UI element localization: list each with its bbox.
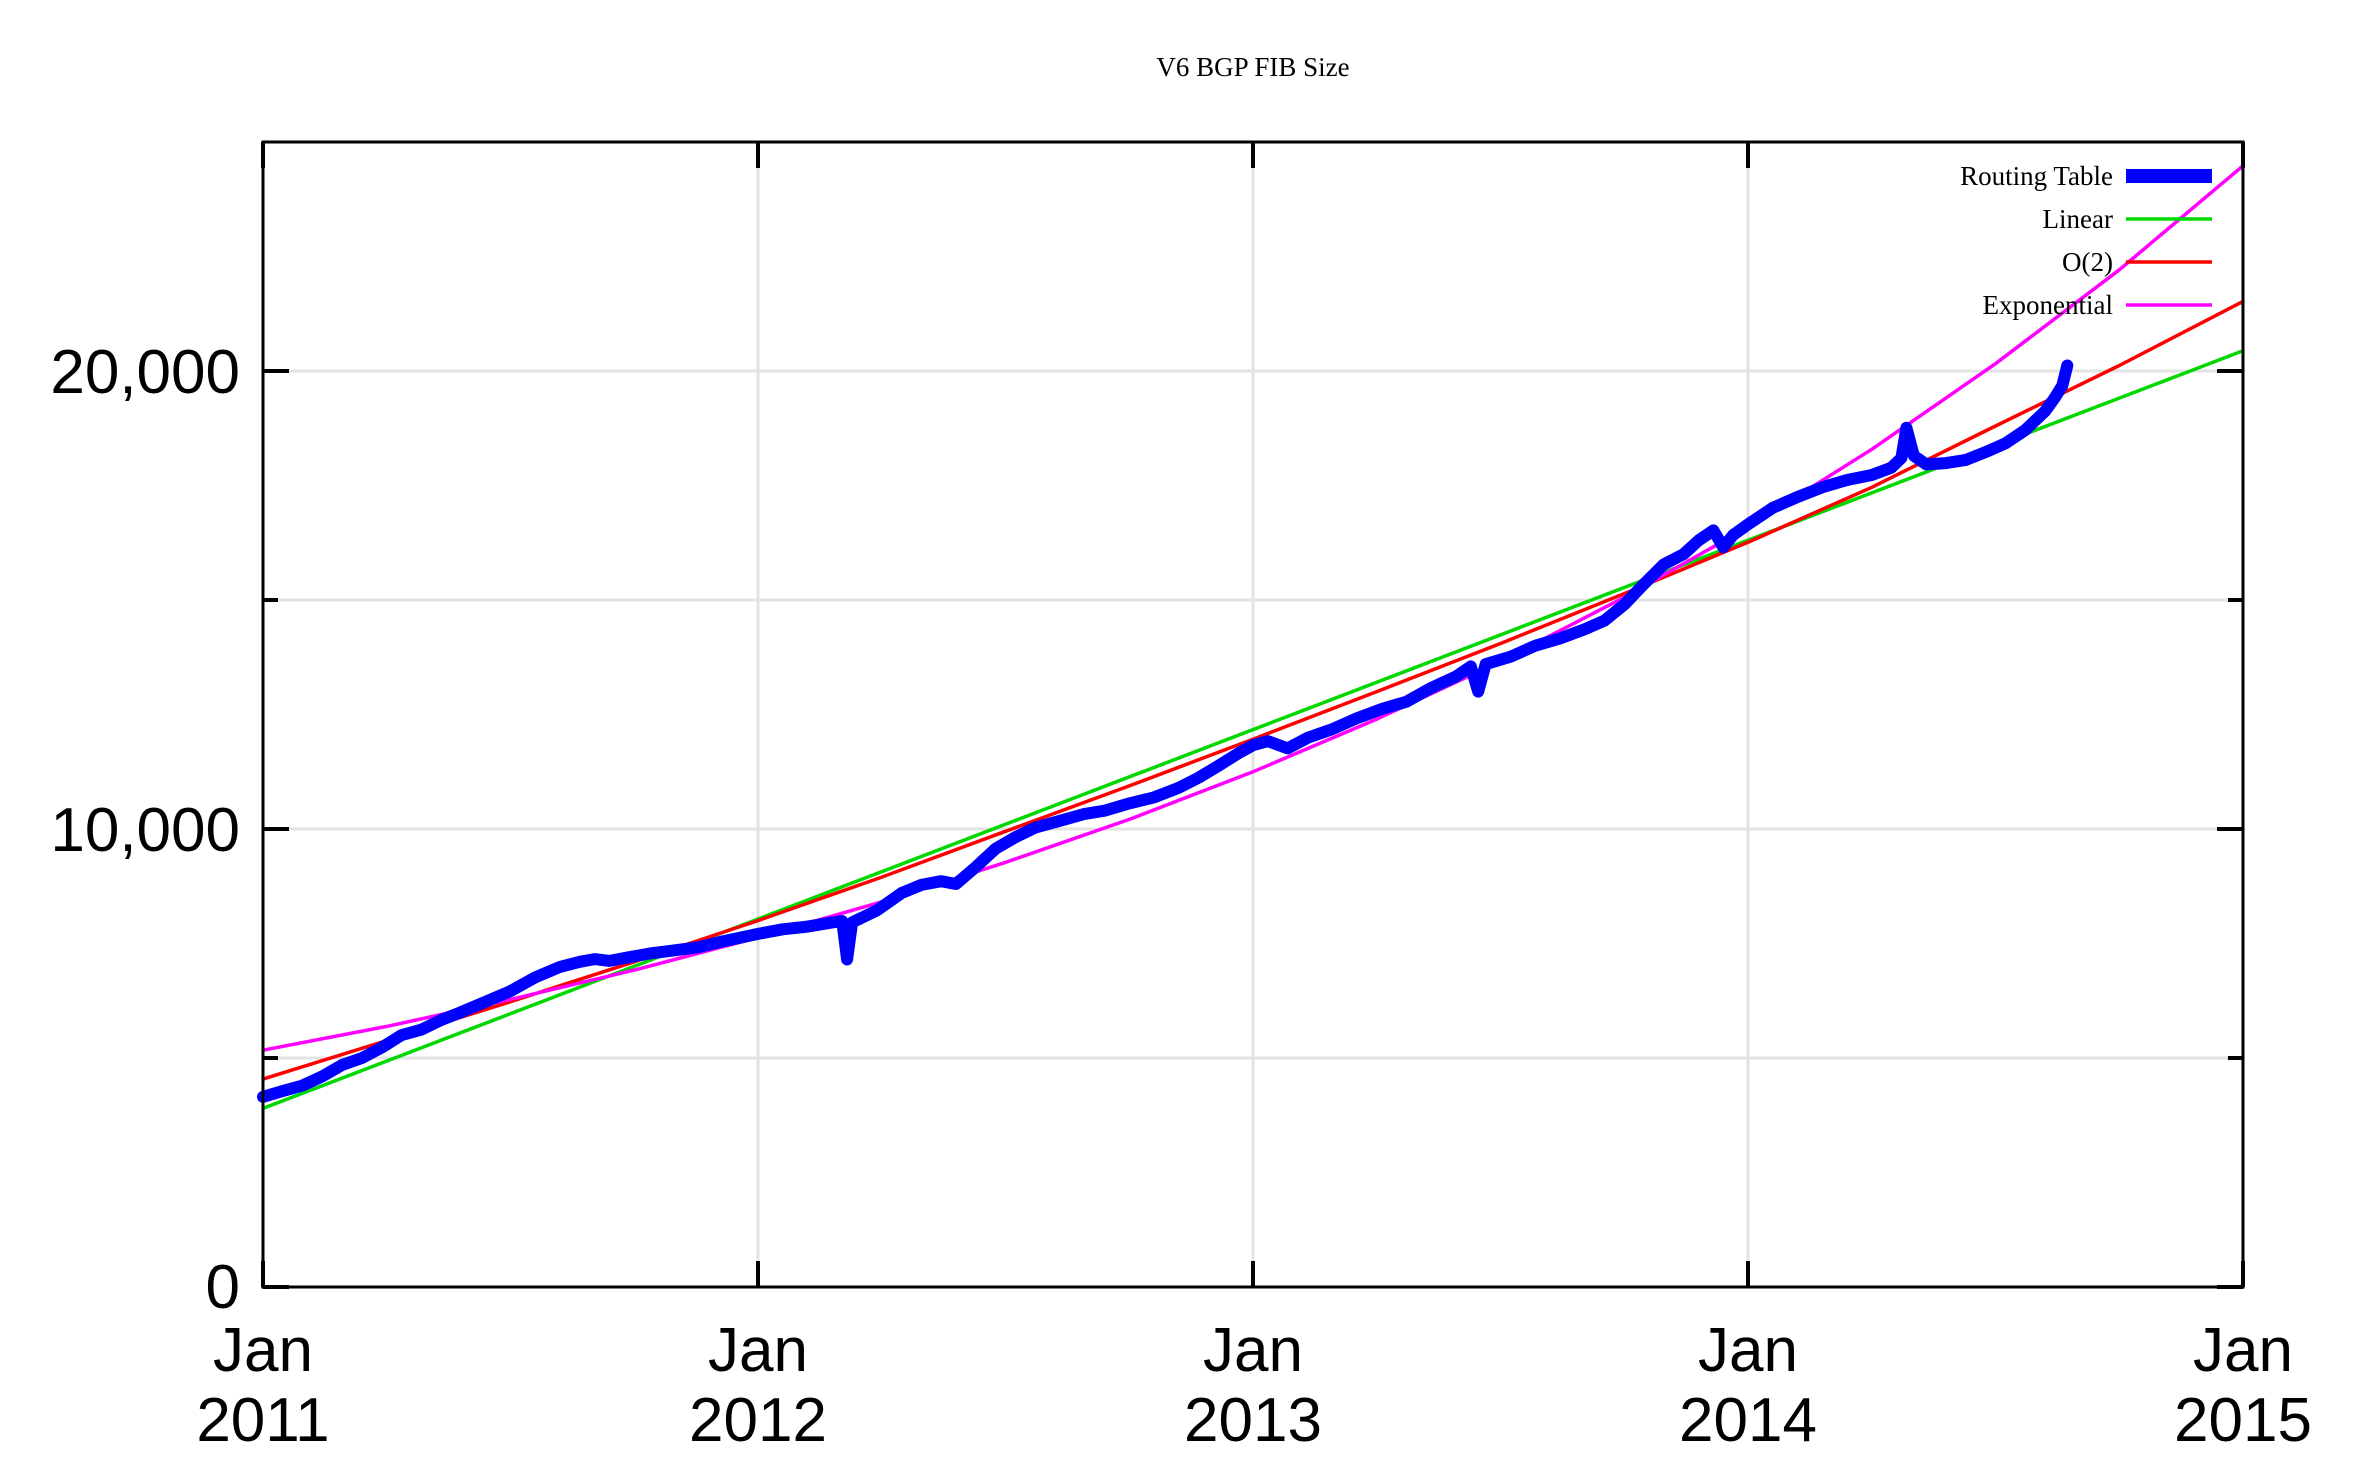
legend-label-linear: Linear: [2043, 204, 2113, 234]
series-line-exponential: [261, 164, 2245, 1052]
x-tick-year-2014: 2014: [1679, 1386, 1817, 1455]
x-tick-year-2012: 2012: [689, 1386, 827, 1455]
gridlines-layer: [263, 142, 2243, 1287]
x-tick-year-2013: 2013: [1184, 1386, 1322, 1455]
legend: Routing Table Linear O(2) Exponential: [1960, 161, 2212, 320]
series-line-linear: [261, 349, 2245, 1111]
y-tick-label-20000: 20,000: [50, 338, 240, 407]
x-tick-month-2013: Jan: [1203, 1316, 1303, 1385]
legend-label-exponential: Exponential: [1983, 290, 2113, 320]
legend-label-routing-table: Routing Table: [1960, 161, 2113, 191]
x-tick-year-2015: 2015: [2174, 1386, 2312, 1455]
x-tick-month-2014: Jan: [1698, 1316, 1798, 1385]
x-tick-month-2011: Jan: [213, 1316, 313, 1385]
x-tick-month-2012: Jan: [708, 1316, 808, 1385]
y-tick-label-10000: 10,000: [50, 796, 240, 865]
y-tick-label-0: 0: [206, 1253, 240, 1322]
legend-label-o2: O(2): [2062, 247, 2113, 277]
series-line-routing-table: [257, 359, 2074, 1103]
chart-title: V6 BGP FIB Size: [1156, 52, 1349, 82]
x-tick-month-2015: Jan: [2193, 1316, 2293, 1385]
axes-layer: [261, 140, 2245, 1289]
series-layer: [257, 164, 2245, 1111]
x-tick-year-2011: 2011: [196, 1386, 329, 1455]
